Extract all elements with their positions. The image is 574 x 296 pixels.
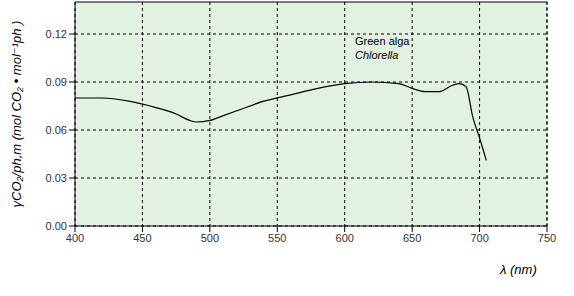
svg-text:600: 600 [336, 232, 354, 244]
svg-text:0.09: 0.09 [46, 76, 67, 88]
svg-text:700: 700 [470, 232, 488, 244]
svg-text:0.12: 0.12 [46, 28, 67, 40]
html-text:γCO₂/ph,m (mol CO₂ • mol⁻¹ph ): γCO₂/ph,m (mol CO₂ • mol⁻¹ph ) [8, 20, 24, 208]
svg-text:0.06: 0.06 [46, 124, 67, 136]
svg-text:550: 550 [268, 232, 286, 244]
svg-text:650: 650 [403, 232, 421, 244]
html-text:Green alga: Green alga [355, 35, 410, 47]
svg-text:450: 450 [133, 232, 151, 244]
svg-text:0.03: 0.03 [46, 172, 67, 184]
svg-text:500: 500 [201, 232, 219, 244]
html-text:λ (nm): λ (nm) [500, 262, 537, 277]
html-text:Chlorella: Chlorella [355, 49, 399, 61]
svg-text:750: 750 [538, 232, 556, 244]
svg-text:400: 400 [66, 232, 84, 244]
svg-text:0.00: 0.00 [46, 220, 67, 232]
